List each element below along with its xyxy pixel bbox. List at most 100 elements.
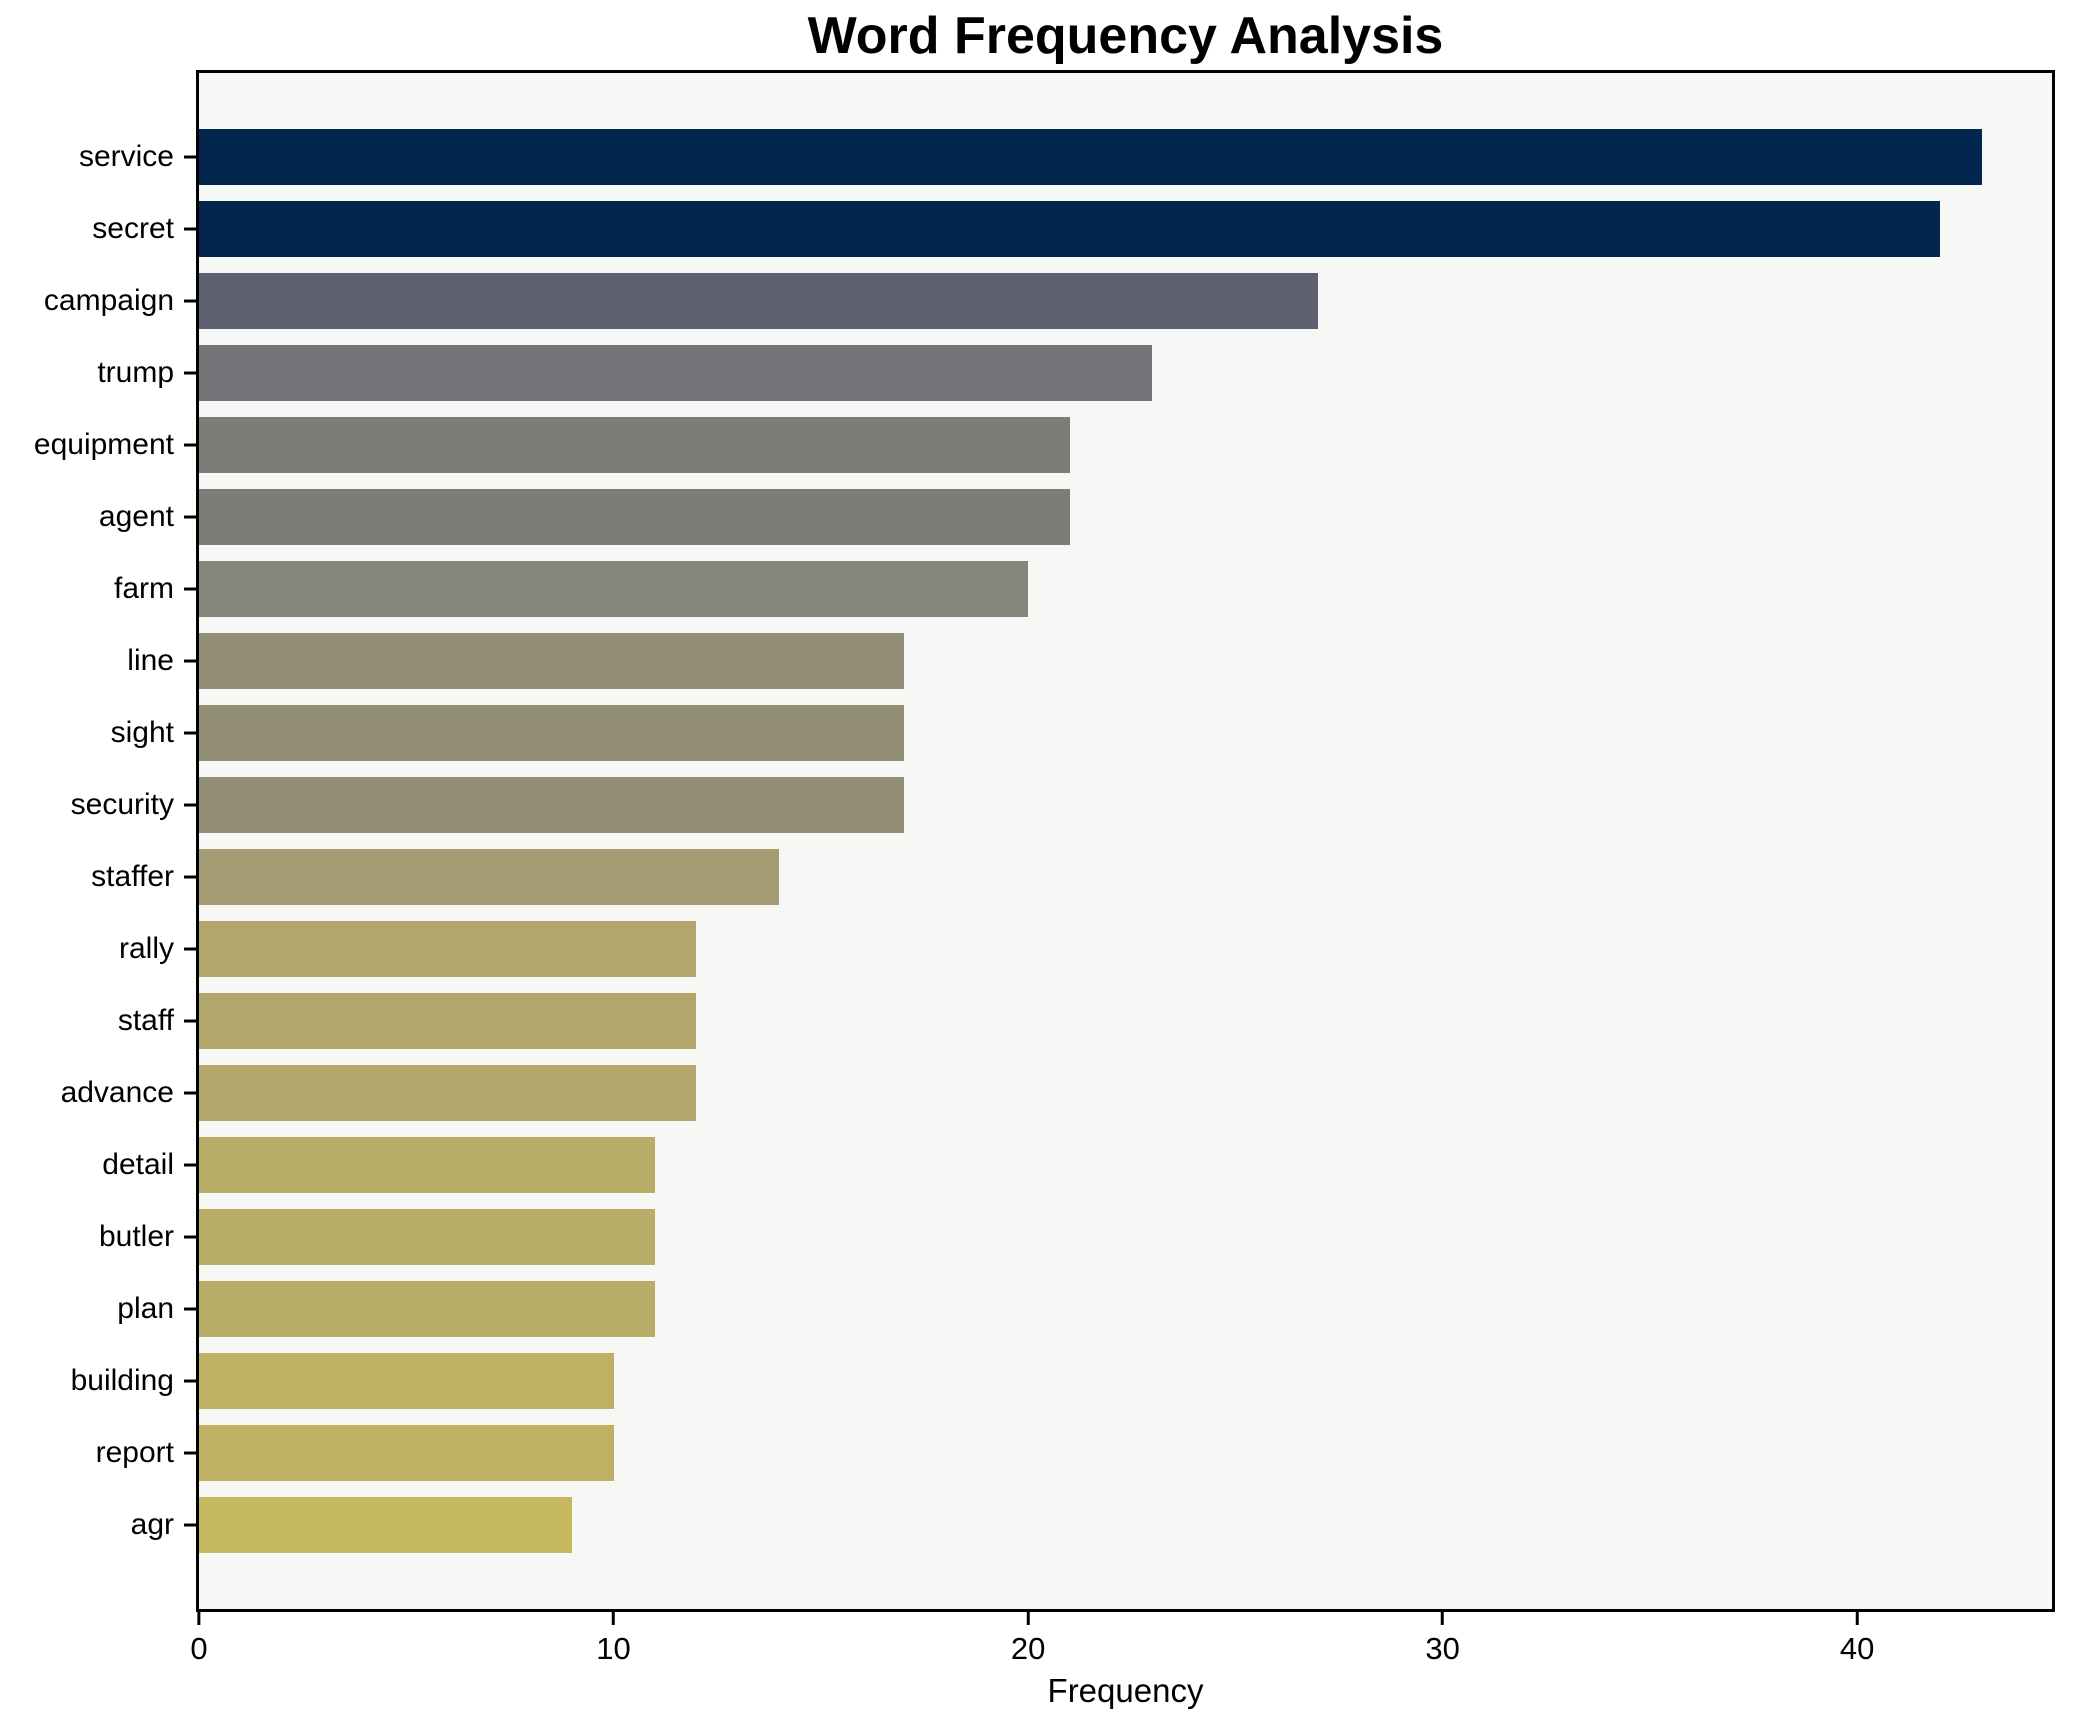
x-tick-label: 0 xyxy=(190,1631,208,1666)
y-tick-label: report xyxy=(95,1436,174,1469)
y-tick-label: sight xyxy=(110,716,174,749)
y-tick-mark xyxy=(184,1235,196,1239)
plot-area: service secret campaign trump equipment agent… xyxy=(34,70,2055,1664)
y-tick-mark xyxy=(184,227,196,231)
x-tick: 30 xyxy=(1425,1612,1460,1666)
bar xyxy=(199,560,1029,618)
bar-row: staff xyxy=(118,985,2052,1057)
y-tick-mark xyxy=(184,947,196,951)
bar-row: security xyxy=(71,769,2052,841)
y-tick-label: staff xyxy=(117,1004,174,1037)
y-tick-label: agr xyxy=(130,1508,174,1541)
y-tick-label: line xyxy=(127,644,174,677)
y-tick-label: equipment xyxy=(33,428,174,461)
bar xyxy=(199,1352,614,1410)
y-tick-label: security xyxy=(70,788,174,821)
bar-row: campaign xyxy=(44,265,2052,337)
x-tick-label: 40 xyxy=(1839,1631,1875,1666)
y-tick-mark xyxy=(184,659,196,663)
y-tick-label: trump xyxy=(97,356,174,389)
y-tick-mark xyxy=(184,1163,196,1167)
x-tick-mark xyxy=(612,1612,616,1625)
x-tick-mark xyxy=(1026,1612,1030,1625)
x-axis-label: Frequency xyxy=(1047,1672,1204,1709)
y-tick-mark xyxy=(184,875,196,879)
y-tick-label: detail xyxy=(102,1148,174,1181)
bar-row: sight xyxy=(111,697,2052,769)
bar-row: trump xyxy=(97,337,2052,409)
bar-row: agr xyxy=(131,1489,2052,1561)
bar xyxy=(199,488,1070,546)
y-tick-mark xyxy=(184,443,196,447)
bar xyxy=(199,632,904,690)
y-tick-mark xyxy=(184,515,196,519)
x-tick-label: 30 xyxy=(1425,1631,1460,1666)
y-tick-label: butler xyxy=(98,1220,174,1253)
x-tick-label: 20 xyxy=(1010,1631,1046,1666)
y-tick-mark xyxy=(184,587,196,591)
bar xyxy=(199,776,904,834)
bar-row: staffer xyxy=(91,841,2052,913)
bar-row: service xyxy=(79,121,2052,193)
y-tick-label: agent xyxy=(98,500,174,533)
y-tick-mark xyxy=(184,299,196,303)
bar xyxy=(199,992,697,1050)
bar xyxy=(199,200,1941,258)
bar xyxy=(199,1424,614,1482)
y-tick-mark xyxy=(184,1379,196,1383)
bar-row: rally xyxy=(119,913,2052,985)
y-tick-label: plan xyxy=(117,1292,174,1325)
x-tick-mark xyxy=(1855,1612,1859,1625)
y-tick-mark xyxy=(184,371,196,375)
bar xyxy=(199,1136,655,1194)
y-tick-mark xyxy=(184,1523,196,1527)
bar-row: building xyxy=(71,1345,2052,1417)
bar xyxy=(199,344,1153,402)
bar xyxy=(199,1280,655,1338)
bar-row: secret xyxy=(92,193,2052,265)
bar xyxy=(199,920,697,978)
y-tick-label: advance xyxy=(60,1076,174,1109)
bar-row: report xyxy=(96,1417,2052,1489)
y-tick-mark xyxy=(184,731,196,735)
y-tick-label: farm xyxy=(114,572,174,605)
bar-row: line xyxy=(127,625,2052,697)
x-tick: 10 xyxy=(596,1612,631,1666)
y-tick-mark xyxy=(184,1091,196,1095)
x-tick-mark xyxy=(197,1612,201,1625)
bar-row: agent xyxy=(99,481,2052,553)
x-tick-label: 10 xyxy=(596,1631,631,1666)
bar xyxy=(199,1064,697,1122)
y-tick-label: staffer xyxy=(91,860,174,893)
bar-row: plan xyxy=(117,1273,2052,1345)
y-tick-mark xyxy=(184,1451,196,1455)
bar-rows: service secret campaign trump equipment agent… xyxy=(34,121,2052,1561)
x-tick: 0 xyxy=(190,1612,208,1666)
bar xyxy=(199,128,1982,186)
y-tick-label: building xyxy=(70,1364,174,1397)
bar xyxy=(199,272,1319,330)
bar xyxy=(199,416,1070,474)
bar-row: farm xyxy=(114,553,2052,625)
y-tick-label: campaign xyxy=(43,284,174,317)
bar xyxy=(199,1208,655,1266)
bar-row: butler xyxy=(99,1201,2052,1273)
bar xyxy=(199,704,904,762)
y-tick-mark xyxy=(184,1307,196,1311)
y-tick-mark xyxy=(184,803,196,807)
y-tick-label: rally xyxy=(118,932,174,965)
x-tick: 20 xyxy=(1011,1612,1045,1664)
y-tick-mark xyxy=(184,1019,196,1023)
bar-row: detail xyxy=(102,1129,2052,1201)
x-tick-mark xyxy=(1441,1612,1445,1625)
bar xyxy=(199,1496,573,1554)
y-tick-label: secret xyxy=(92,212,174,245)
bar-row: advance xyxy=(61,1057,2052,1129)
x-tick: 40 xyxy=(1840,1612,1874,1664)
bar xyxy=(199,848,780,906)
chart-title: Word Frequency Analysis xyxy=(807,7,1444,65)
bar-row: equipment xyxy=(34,409,2052,481)
y-tick-mark xyxy=(184,155,196,159)
y-tick-label: service xyxy=(78,140,174,173)
